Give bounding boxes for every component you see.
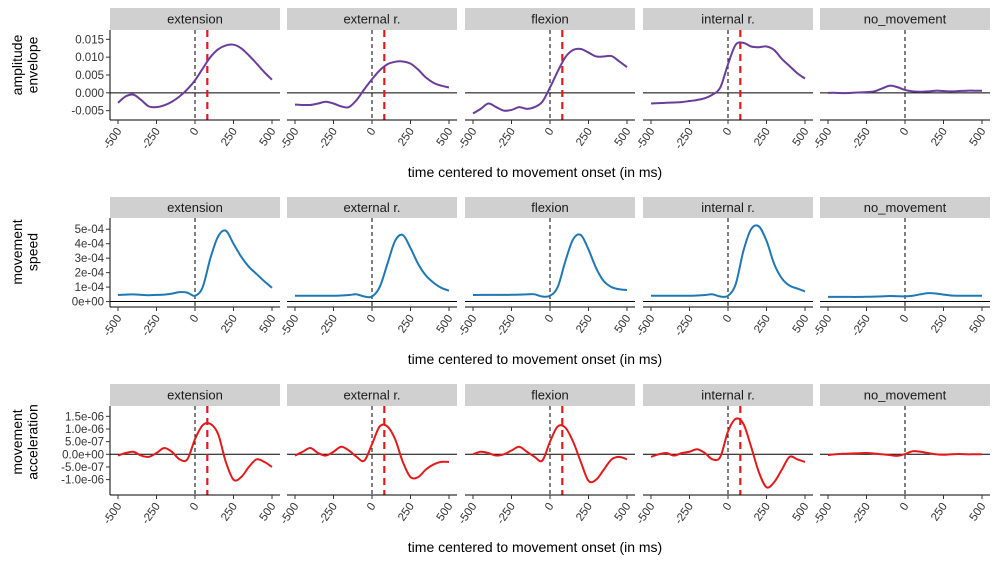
series-line — [827, 84, 982, 95]
y-axis-title-line: acceleration — [24, 404, 40, 480]
panel-strip-label: external r. — [343, 388, 400, 403]
y-tick-label: 5e-04 — [75, 224, 105, 236]
y-tick-label: 3e-04 — [75, 253, 105, 265]
panel-strip — [643, 197, 813, 218]
y-tick-label: -5.0e-07 — [61, 462, 104, 474]
y-axis-title-line: movement — [9, 409, 25, 474]
panel-strip-label: no_movement — [864, 200, 947, 215]
panel-strip — [110, 8, 280, 30]
panel-strip-label: extension — [167, 12, 223, 27]
panel-strip — [110, 384, 280, 406]
panel-strip-label: extension — [167, 388, 223, 403]
y-tick-label: -1.0e-06 — [61, 475, 104, 487]
series-line — [650, 417, 806, 489]
y-tick-label: 4e-04 — [75, 239, 105, 251]
y-tick-label: 0.0e+00 — [62, 449, 104, 461]
y-tick-label: 0.015 — [75, 34, 104, 46]
series-line — [294, 423, 450, 480]
panel-strip-label: no_movement — [864, 388, 947, 403]
panel-strip-label: flexion — [531, 12, 569, 27]
series-line — [472, 233, 628, 298]
series-line — [472, 47, 628, 115]
x-axis-title: time centered to movement onset (in ms) — [408, 539, 662, 555]
panel-strip-label: flexion — [531, 200, 569, 215]
y-tick-label: 5.0e-07 — [65, 437, 104, 449]
y-tick-label: 1.5e-06 — [65, 411, 104, 423]
y-tick-label: 0e+00 — [72, 297, 104, 309]
y-tick-label: 0.005 — [75, 70, 104, 82]
series-line — [117, 43, 273, 109]
x-axis-title: time centered to movement onset (in ms) — [408, 351, 662, 367]
panel-strip — [287, 197, 457, 218]
series-line — [117, 229, 273, 297]
panel-strip — [820, 384, 990, 406]
y-tick-label: 1.0e-06 — [65, 424, 104, 436]
panel-strip-label: internal r. — [701, 200, 754, 215]
series-line — [294, 60, 450, 109]
panel-strip — [110, 197, 280, 218]
y-tick-label: -0.005 — [71, 106, 104, 118]
panel-strip — [820, 8, 990, 30]
series-line — [472, 424, 628, 484]
panel-strip — [465, 197, 635, 218]
y-axis-title-line: amplitude — [9, 34, 25, 95]
x-axis-title: time centered to movement onset (in ms) — [408, 164, 662, 180]
panel-strip — [465, 384, 635, 406]
y-tick-label: 2e-04 — [75, 268, 105, 280]
series-line — [650, 224, 806, 298]
panel-strip — [465, 8, 635, 30]
y-axis-title-line: movement — [9, 219, 25, 284]
panel-strip — [287, 8, 457, 30]
panel-strip — [820, 197, 990, 218]
y-tick-label: 0.000 — [75, 88, 104, 100]
y-axis-title: movementspeed — [9, 219, 40, 284]
series-line — [828, 292, 982, 298]
series-line — [827, 450, 982, 457]
panel-strip — [287, 384, 457, 406]
panel-strip — [643, 8, 813, 30]
series-line — [117, 422, 273, 482]
panel-strip-label: external r. — [343, 12, 400, 27]
y-axis-title: amplitudeenvelope — [9, 34, 40, 95]
y-tick-label: 1e-04 — [75, 282, 105, 294]
panel-no_movement: no_movement-500 -250 0 250 500 — [811, 197, 990, 339]
series-line — [650, 41, 806, 105]
panel-strip-label: internal r. — [701, 12, 754, 27]
y-axis-title-line: speed — [24, 233, 40, 271]
panel-strip-label: external r. — [343, 200, 400, 215]
panel-external-r: external r.-500 -250 0 250 500 — [278, 384, 457, 527]
panel-strip-label: extension — [167, 200, 223, 215]
series-line — [294, 233, 450, 299]
panel-strip-label: flexion — [531, 388, 569, 403]
y-axis-title-line: envelope — [24, 36, 40, 93]
y-axis-title: movementacceleration — [9, 404, 40, 480]
y-tick-label: 0.010 — [75, 52, 104, 64]
panel-strip-label: no_movement — [864, 12, 947, 27]
panel-strip — [643, 384, 813, 406]
panel-strip-label: internal r. — [701, 388, 754, 403]
